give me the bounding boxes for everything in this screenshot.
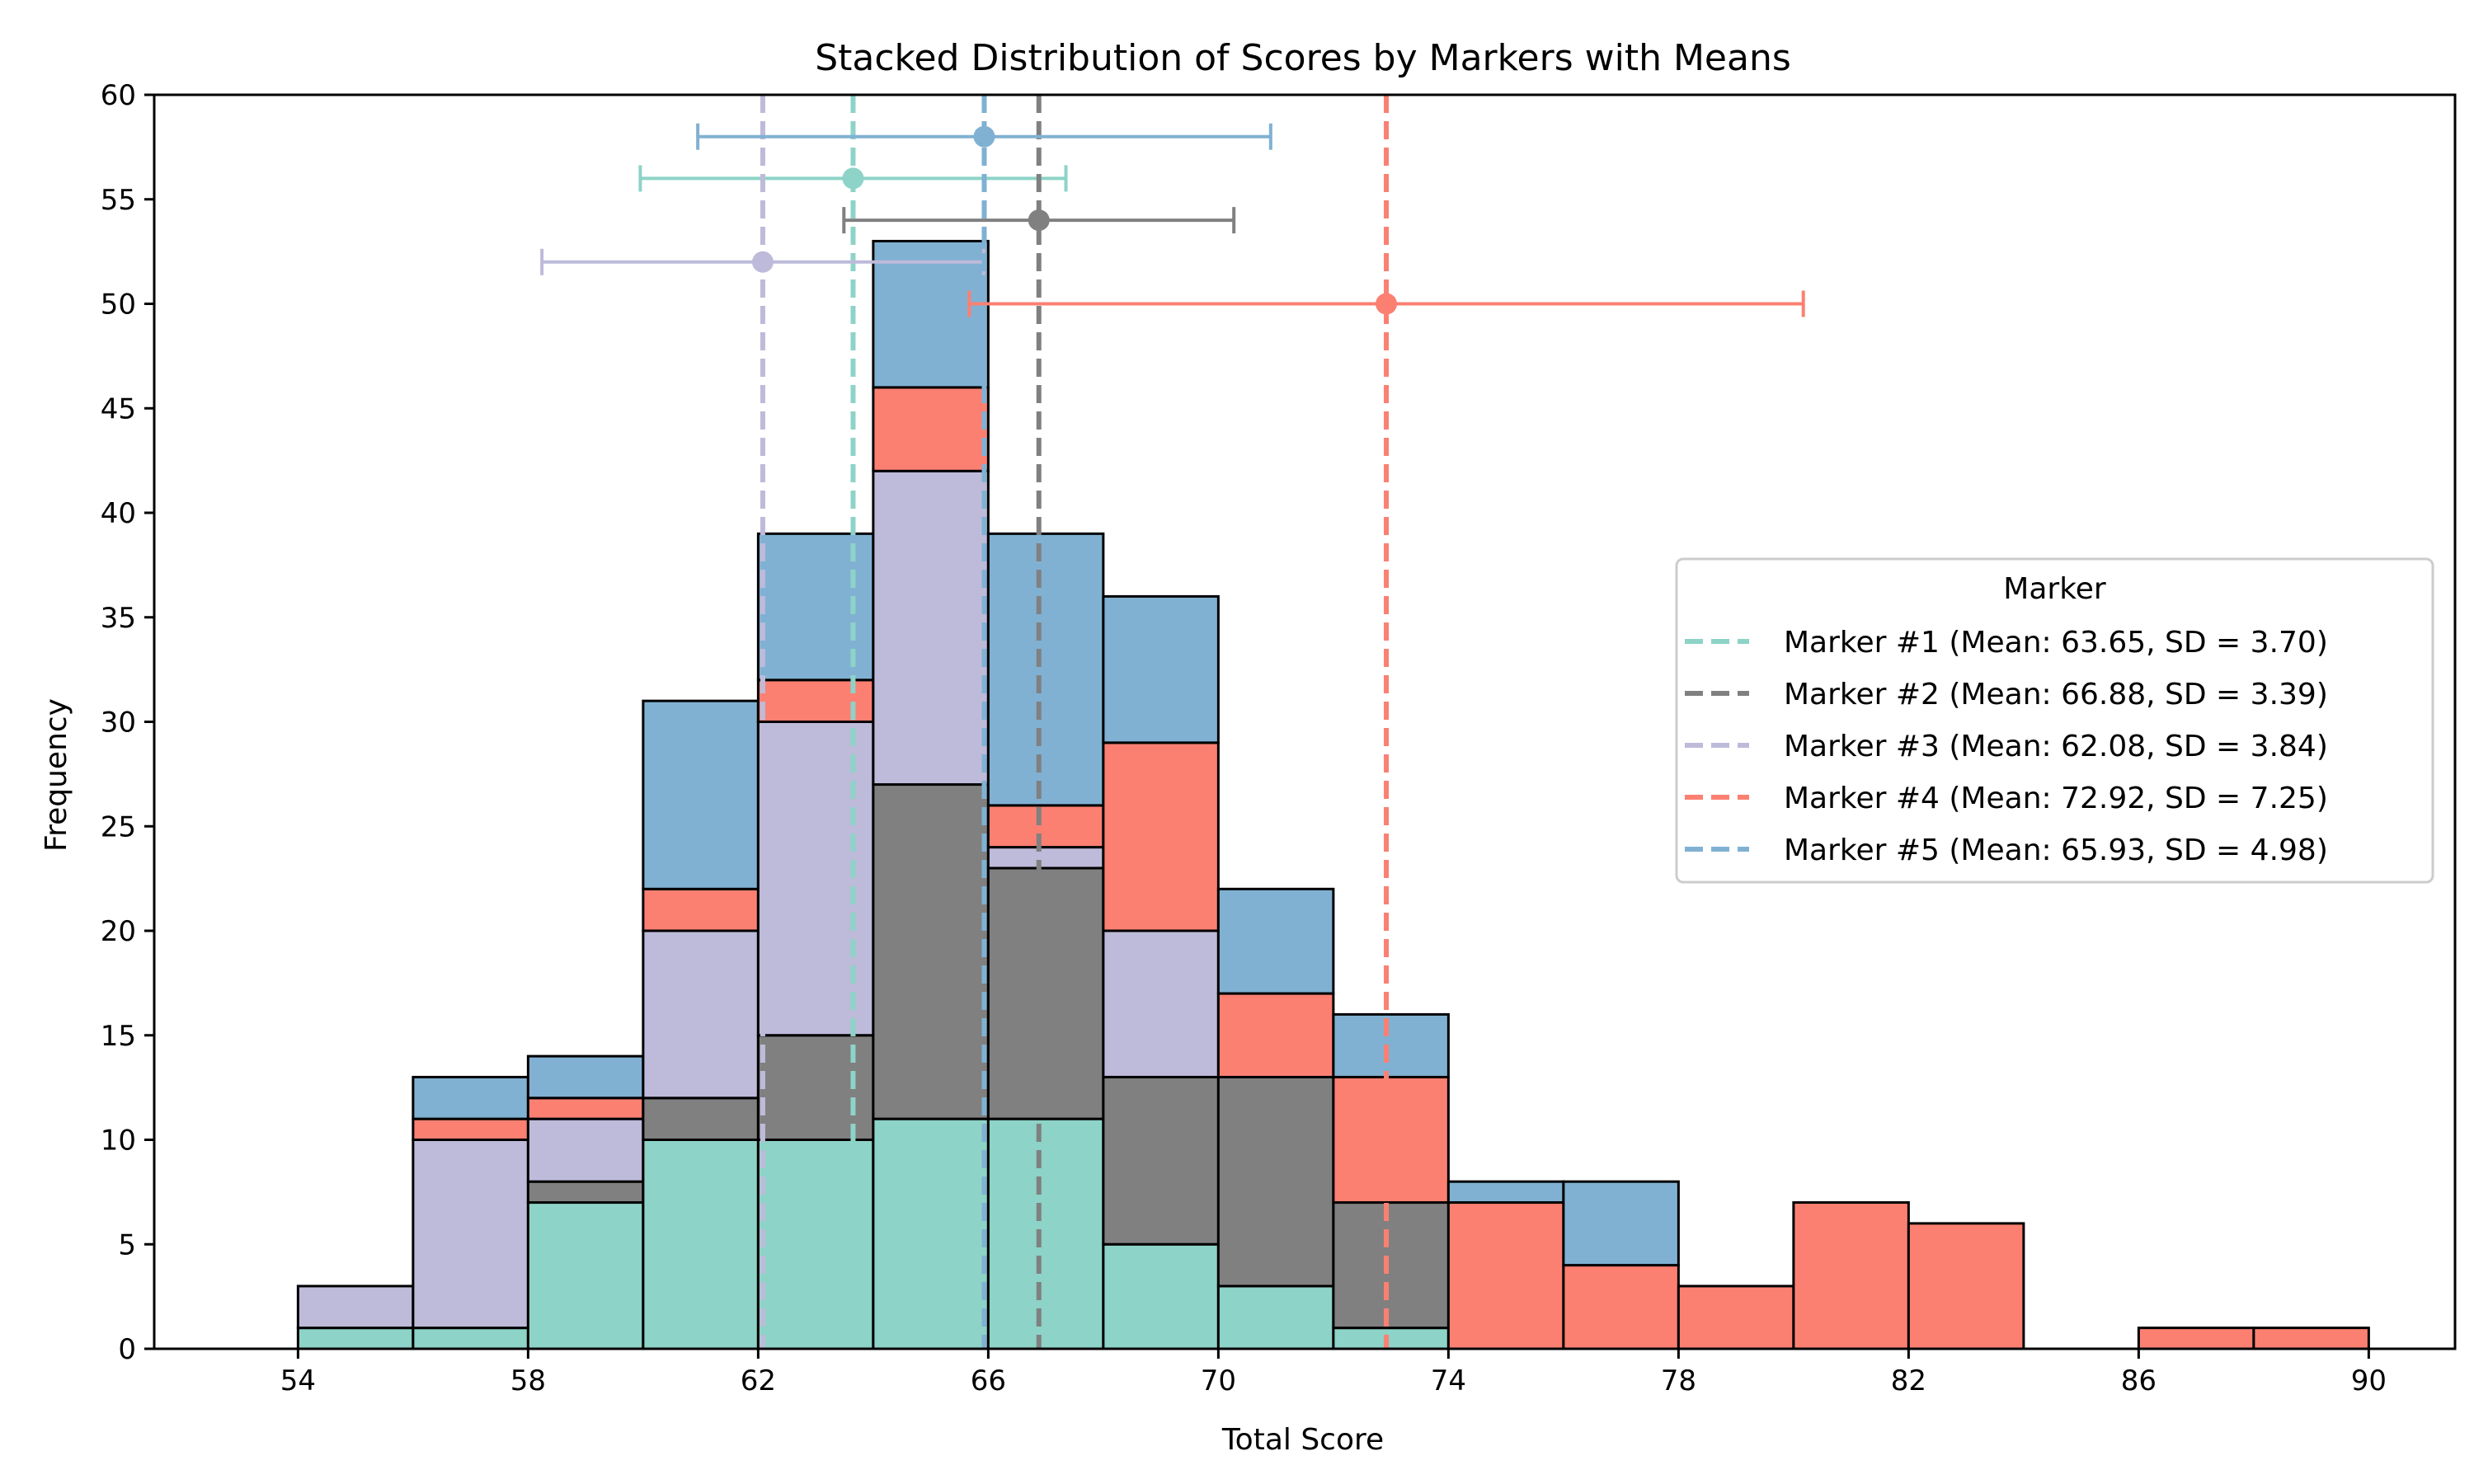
bar-marker-2-bin-4 bbox=[642, 1097, 760, 1142]
mean-point-marker-1 bbox=[842, 167, 864, 190]
bar-marker-1-bin-6 bbox=[872, 1117, 990, 1350]
x-tick-label-2: 58 bbox=[510, 1364, 546, 1397]
x-tick-label-6: 74 bbox=[1431, 1364, 1466, 1397]
bar-marker-5-bin-12 bbox=[1562, 1180, 1680, 1267]
x-tick-label-10: 90 bbox=[2351, 1364, 2387, 1397]
bar-marker-2-bin-8 bbox=[1102, 1075, 1220, 1246]
bar-marker-4-bin-15 bbox=[1907, 1222, 2025, 1350]
x-tick-label-7: 78 bbox=[1661, 1364, 1696, 1397]
bar-marker-1-bin-7 bbox=[986, 1117, 1105, 1350]
x-tick-label-3: 62 bbox=[741, 1364, 776, 1397]
bar-marker-4-bin-2 bbox=[412, 1117, 529, 1142]
plot-area: 54 58 62 66 70 74 78 82 86 90 0 5 10 15 20 25 30 35 40 45 50… bbox=[101, 79, 2457, 1397]
bar-marker-3-bin-6 bbox=[872, 469, 990, 787]
y-tick-label-8: 35 bbox=[101, 602, 136, 635]
legend-box bbox=[1675, 557, 2434, 884]
bar-marker-4-bin-12 bbox=[1562, 1264, 1680, 1350]
bar-marker-1-bin-10 bbox=[1332, 1327, 1450, 1350]
y-axis-label: Frequency bbox=[40, 698, 73, 852]
bar-marker-1-bin-8 bbox=[1102, 1242, 1220, 1350]
bar-marker-2-bin-7 bbox=[986, 866, 1105, 1120]
bar-marker-4-bin-13 bbox=[1677, 1284, 1795, 1350]
x-tick-label-9: 86 bbox=[2121, 1364, 2157, 1397]
bar-marker-1-bin-9 bbox=[1216, 1284, 1335, 1350]
mean-point-marker-4 bbox=[1376, 293, 1398, 315]
y-tick-label-4: 15 bbox=[101, 1020, 136, 1053]
mean-point-marker-2 bbox=[1028, 209, 1050, 232]
bar-marker-5-bin-4 bbox=[642, 699, 760, 890]
bar-marker-2-bin-6 bbox=[872, 783, 990, 1120]
x-tick-label-8: 82 bbox=[1891, 1364, 1926, 1397]
legend-label-marker-5: Marker #5 (Mean: 65.93, SD = 4.98) bbox=[1784, 834, 2328, 867]
y-tick-label-3: 10 bbox=[101, 1125, 136, 1158]
bar-marker-4-bin-17 bbox=[2137, 1327, 2255, 1350]
bar-marker-4-bin-3 bbox=[526, 1097, 645, 1120]
bar-marker-4-bin-14 bbox=[1792, 1201, 1910, 1350]
bar-marker-3-bin-2 bbox=[412, 1139, 529, 1330]
bar-marker-5-bin-10 bbox=[1332, 1012, 1450, 1078]
bar-marker-1-bin-1 bbox=[296, 1327, 415, 1350]
bar-marker-5-bin-5 bbox=[756, 532, 875, 682]
bar-marker-2-bin-3 bbox=[526, 1180, 645, 1205]
bar-marker-1-bin-2 bbox=[412, 1327, 529, 1350]
x-tick-label-5: 70 bbox=[1201, 1364, 1236, 1397]
y-tick-label-13: 60 bbox=[101, 79, 136, 112]
bar-marker-3-bin-5 bbox=[756, 721, 875, 1037]
legend: Marker Marker #1 (Mean: 63.65, SD = 3.70)… bbox=[1675, 557, 2434, 884]
bar-marker-5-bin-9 bbox=[1216, 887, 1335, 995]
bar-marker-3-bin-8 bbox=[1102, 929, 1220, 1078]
bar-marker-3-bin-4 bbox=[642, 929, 760, 1100]
legend-label-marker-2: Marker #2 (Mean: 66.88, SD = 3.39) bbox=[1784, 678, 2328, 711]
mean-point-marker-5 bbox=[973, 125, 995, 148]
bar-marker-4-bin-4 bbox=[642, 887, 760, 932]
bar-marker-5-bin-7 bbox=[986, 532, 1105, 807]
y-tick-label-7: 30 bbox=[101, 707, 136, 740]
x-tick-label-1: 54 bbox=[280, 1364, 316, 1397]
y-tick-label-10: 45 bbox=[101, 392, 136, 425]
bar-marker-4-bin-11 bbox=[1446, 1201, 1565, 1350]
bar-marker-4-bin-7 bbox=[986, 804, 1105, 849]
bar-marker-4-bin-18 bbox=[2252, 1327, 2370, 1350]
bar-marker-1-bin-3 bbox=[526, 1201, 645, 1350]
x-axis-label: Total Score bbox=[1221, 1423, 1384, 1457]
legend-label-marker-4: Marker #4 (Mean: 72.92, SD = 7.25) bbox=[1784, 782, 2328, 815]
y-tick-label-11: 50 bbox=[101, 289, 136, 322]
y-tick-label-5: 20 bbox=[101, 915, 136, 948]
y-tick-label-9: 40 bbox=[101, 497, 136, 530]
bar-marker-2-bin-9 bbox=[1216, 1075, 1335, 1288]
bar-marker-2-bin-10 bbox=[1332, 1201, 1450, 1330]
x-tick-label-4: 66 bbox=[971, 1364, 1006, 1397]
bar-marker-5-bin-3 bbox=[526, 1054, 645, 1100]
legend-title: Marker bbox=[2003, 572, 2106, 606]
bar-marker-4-bin-8 bbox=[1102, 741, 1220, 932]
y-tick-label-12: 55 bbox=[101, 184, 136, 217]
bar-marker-4-bin-5 bbox=[756, 679, 875, 723]
y-tick-label-6: 25 bbox=[101, 810, 136, 843]
bar-marker-4-bin-10 bbox=[1332, 1075, 1450, 1205]
chart-title: Stacked Distribution of Scores by Marker… bbox=[815, 37, 1791, 79]
bar-marker-5-bin-8 bbox=[1102, 594, 1220, 744]
bar-marker-1-bin-4 bbox=[642, 1139, 760, 1350]
bar-marker-5-bin-11 bbox=[1446, 1180, 1565, 1205]
bar-marker-4-bin-6 bbox=[872, 386, 990, 472]
bar-marker-1-bin-5 bbox=[756, 1139, 875, 1350]
bar-marker-5-bin-2 bbox=[412, 1075, 529, 1120]
bar-marker-3-bin-7 bbox=[986, 846, 1105, 870]
bar-marker-3-bin-1 bbox=[296, 1284, 415, 1330]
bar-marker-2-bin-5 bbox=[756, 1034, 875, 1141]
y-tick-label-2: 5 bbox=[118, 1228, 136, 1261]
legend-label-marker-1: Marker #1 (Mean: 63.65, SD = 3.70) bbox=[1784, 626, 2328, 660]
bar-marker-3-bin-3 bbox=[526, 1117, 645, 1183]
bar-marker-4-bin-9 bbox=[1216, 992, 1335, 1078]
y-tick-label-1: 0 bbox=[118, 1333, 136, 1366]
mean-point-marker-3 bbox=[751, 251, 774, 273]
legend-label-marker-3: Marker #3 (Mean: 62.08, SD = 3.84) bbox=[1784, 730, 2328, 763]
